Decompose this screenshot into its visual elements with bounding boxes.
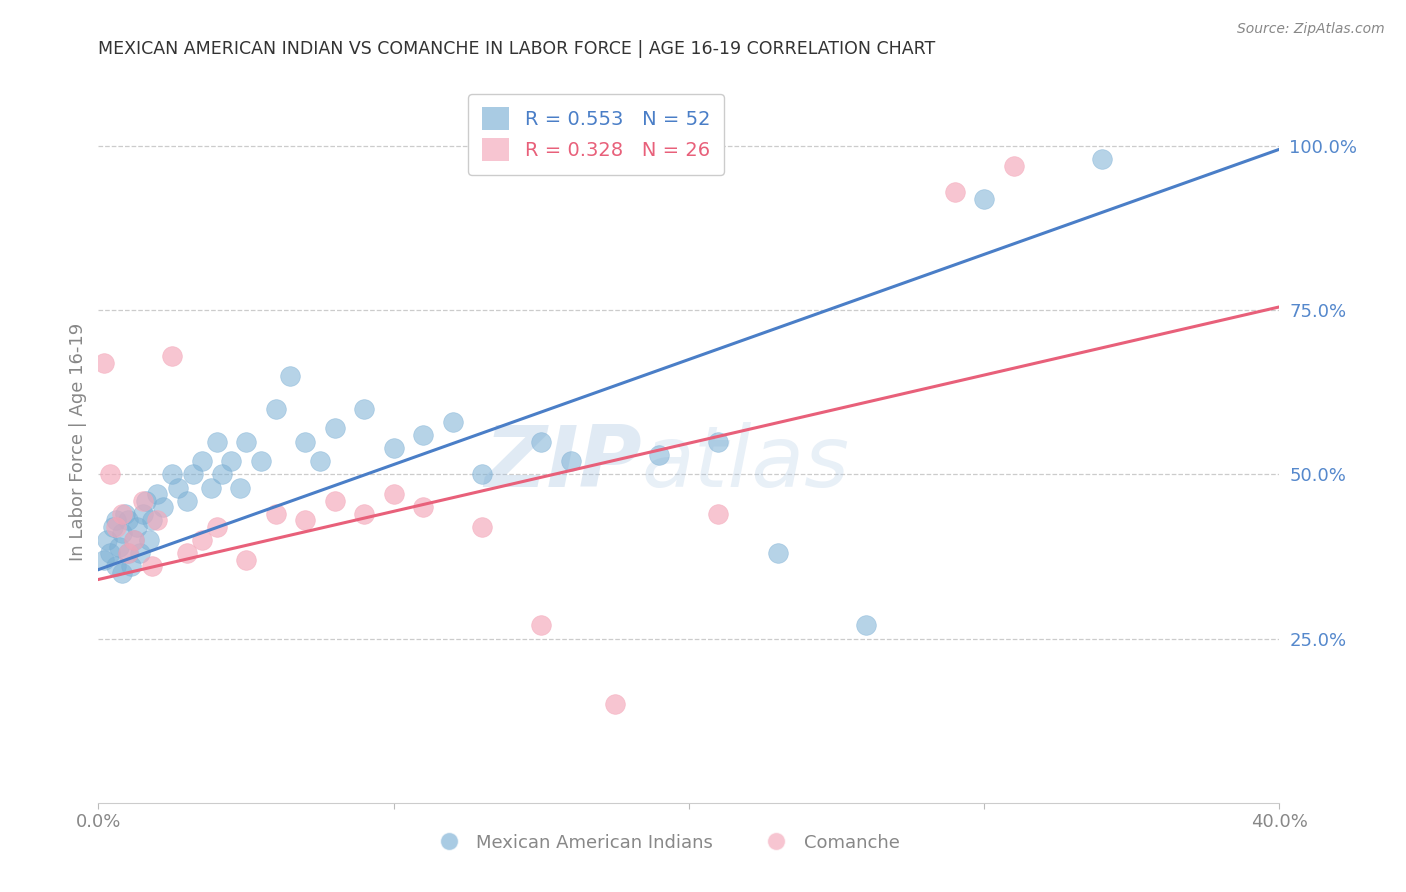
Point (191, 454, 214, 468)
Point (280, 368, 302, 383)
Point (162, 349, 183, 363)
Point (943, 185, 966, 199)
Legend: Mexican American Indians, Comanche: Mexican American Indians, Comanche (425, 826, 907, 859)
Point (138, 533, 160, 547)
Point (191, 533, 214, 547)
Point (766, 546, 789, 560)
Point (229, 481, 252, 495)
Point (264, 507, 287, 521)
Point (141, 559, 163, 574)
Point (105, 520, 128, 534)
Point (146, 487, 169, 501)
Point (98, 546, 121, 560)
Point (412, 428, 434, 442)
Text: ZIP: ZIP (484, 422, 641, 505)
Point (530, 618, 553, 632)
Point (162, 467, 183, 482)
Point (117, 546, 139, 560)
Point (120, 559, 142, 574)
Point (707, 507, 730, 521)
Y-axis label: In Labor Force | Age 16-19: In Labor Force | Age 16-19 (69, 322, 87, 561)
Point (122, 533, 145, 547)
Point (181, 467, 204, 482)
Point (707, 434, 730, 449)
Point (176, 493, 198, 508)
Point (530, 434, 553, 449)
Text: MEXICAN AMERICAN INDIAN VS COMANCHE IN LABOR FORCE | AGE 16-19 CORRELATION CHART: MEXICAN AMERICAN INDIAN VS COMANCHE IN L… (98, 40, 935, 58)
Point (855, 618, 877, 632)
Point (132, 507, 155, 521)
Point (294, 434, 316, 449)
Point (111, 566, 134, 580)
Point (412, 500, 434, 515)
Point (98, 467, 121, 482)
Point (135, 493, 157, 508)
Point (264, 401, 287, 416)
Point (152, 500, 174, 515)
Point (146, 513, 169, 527)
Point (132, 493, 155, 508)
Point (382, 487, 405, 501)
Point (294, 513, 316, 527)
Point (114, 507, 136, 521)
Point (471, 467, 494, 482)
Point (105, 559, 128, 574)
Point (235, 553, 257, 567)
Point (122, 533, 145, 547)
Point (353, 401, 375, 416)
Point (117, 513, 139, 527)
Point (309, 454, 332, 468)
Point (103, 520, 125, 534)
Text: atlas: atlas (641, 422, 849, 505)
Point (605, 698, 627, 712)
Point (221, 454, 243, 468)
Point (205, 434, 228, 449)
Point (117, 546, 139, 560)
Point (105, 513, 128, 527)
Point (205, 520, 228, 534)
Point (1091, 152, 1114, 166)
Point (167, 481, 190, 495)
Point (441, 415, 464, 429)
Text: Source: ZipAtlas.com: Source: ZipAtlas.com (1237, 22, 1385, 37)
Point (973, 192, 995, 206)
Point (176, 546, 198, 560)
Point (471, 520, 494, 534)
Point (200, 481, 222, 495)
Point (93, 356, 115, 370)
Point (648, 448, 671, 462)
Point (1002, 159, 1025, 173)
Point (141, 513, 163, 527)
Point (128, 546, 150, 560)
Point (125, 520, 148, 534)
Point (235, 434, 257, 449)
Point (211, 467, 233, 482)
Point (108, 540, 131, 554)
Point (111, 507, 134, 521)
Point (560, 454, 582, 468)
Point (382, 441, 405, 455)
Point (250, 454, 273, 468)
Point (111, 526, 134, 541)
Point (323, 493, 346, 508)
Point (93, 553, 115, 567)
Point (353, 507, 375, 521)
Point (96, 533, 118, 547)
Point (323, 421, 346, 435)
